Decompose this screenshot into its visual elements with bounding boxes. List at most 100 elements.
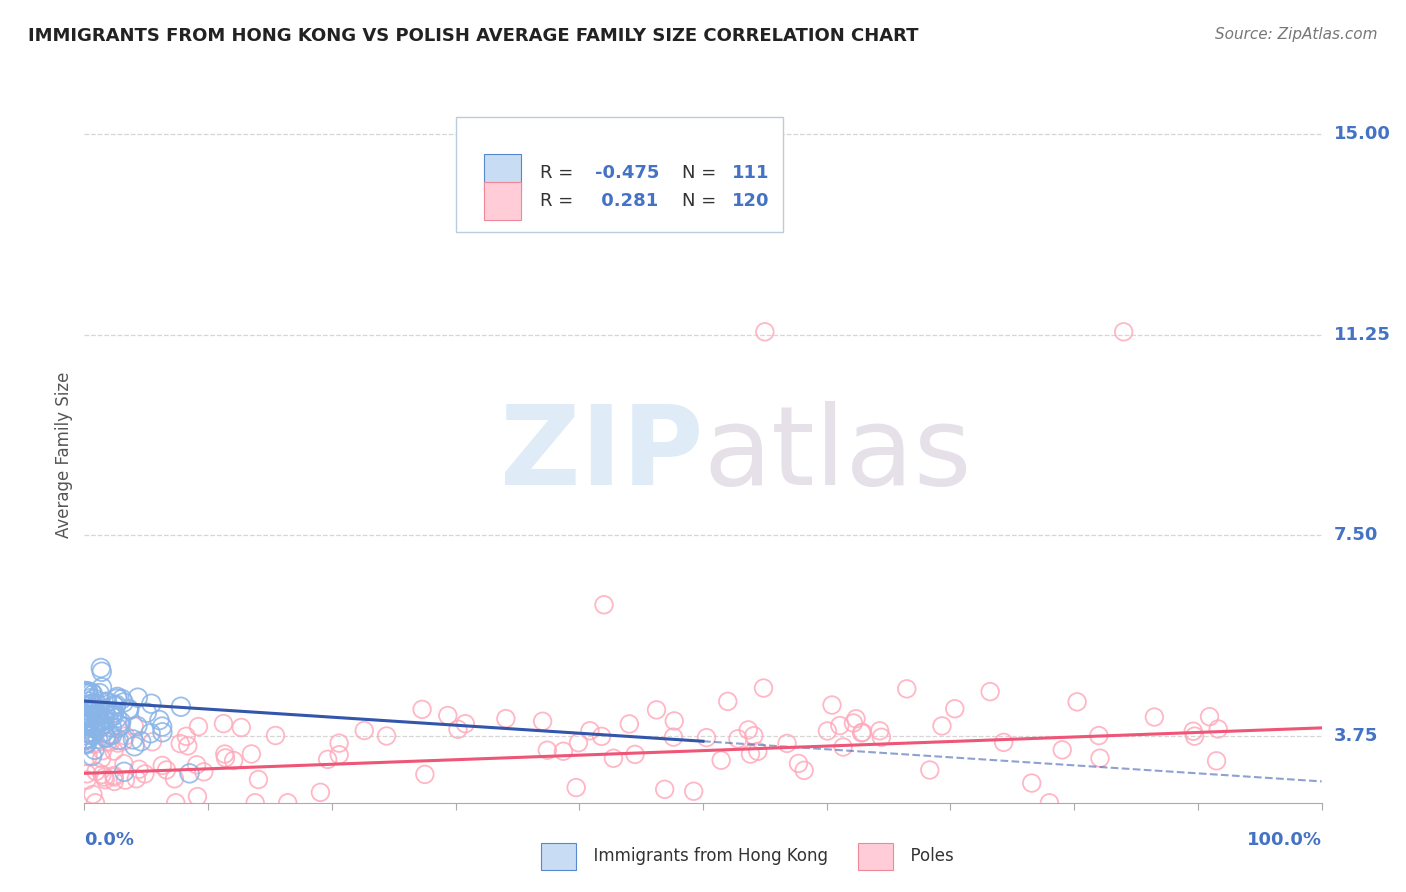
Point [128, 762, 150, 776]
Point [107, 733, 129, 747]
Point [150, 725, 173, 739]
Text: 7.50: 7.50 [1334, 526, 1378, 544]
Point [86, 710, 108, 724]
Point [624, 747, 647, 762]
Text: N =: N = [682, 192, 721, 210]
Point [87, 709, 110, 723]
Point [75, 684, 97, 698]
Point [79, 691, 101, 706]
Point [717, 694, 740, 708]
Point [845, 712, 868, 726]
Point [107, 721, 129, 735]
Point [413, 767, 436, 781]
Point [127, 719, 149, 733]
FancyBboxPatch shape [456, 118, 783, 232]
Point [112, 696, 135, 710]
Point [80, 749, 103, 764]
Point [1088, 751, 1111, 765]
Point [454, 716, 477, 731]
Point [75, 721, 97, 735]
Text: 111: 111 [731, 164, 769, 182]
Point [90, 661, 112, 675]
Point [73, 737, 96, 751]
Point [695, 731, 717, 745]
Point [75, 728, 97, 742]
Point [170, 699, 193, 714]
Point [565, 780, 588, 795]
Text: Immigrants from Hong Kong: Immigrants from Hong Kong [583, 847, 828, 865]
Point [918, 763, 941, 777]
Point [86, 707, 108, 722]
Point [155, 763, 177, 777]
Point [654, 782, 676, 797]
Point [100, 709, 122, 723]
Point [114, 773, 136, 788]
Point [150, 758, 173, 772]
Point [815, 723, 838, 738]
Point [553, 744, 575, 758]
Point [129, 734, 152, 748]
Point [593, 598, 616, 612]
Point [1182, 724, 1205, 739]
Point [979, 684, 1001, 698]
Point [135, 706, 157, 720]
Point [80, 685, 103, 699]
Point [148, 713, 170, 727]
Point [309, 785, 332, 799]
Point [103, 706, 125, 720]
Point [79, 704, 101, 718]
Point [94, 772, 117, 787]
Point [103, 709, 125, 723]
Point [82, 710, 104, 724]
Point [1184, 729, 1206, 743]
Point [231, 721, 253, 735]
Point [77, 685, 100, 699]
Point [94, 717, 117, 731]
Text: R =: R = [540, 164, 579, 182]
Point [591, 730, 613, 744]
Point [1198, 709, 1220, 723]
Point [222, 754, 245, 768]
Point [94, 731, 117, 745]
Point [104, 699, 127, 714]
Point [742, 729, 765, 743]
Point [82, 697, 104, 711]
Point [75, 717, 97, 731]
Point [1088, 729, 1111, 743]
Point [193, 764, 215, 779]
Point [91, 744, 114, 758]
Point [96, 695, 118, 709]
Point [93, 703, 115, 717]
Text: 15.00: 15.00 [1334, 125, 1391, 143]
Text: Source: ZipAtlas.com: Source: ZipAtlas.com [1215, 27, 1378, 42]
Point [91, 681, 114, 695]
Point [186, 757, 208, 772]
Point [82, 725, 104, 739]
Point [76, 731, 98, 746]
Point [80, 727, 103, 741]
Point [664, 714, 686, 728]
Point [165, 796, 187, 810]
Point [127, 690, 149, 705]
Point [76, 716, 98, 731]
Point [110, 714, 132, 729]
Point [110, 718, 132, 732]
Point [931, 719, 953, 733]
FancyBboxPatch shape [484, 182, 522, 220]
Point [79, 727, 101, 741]
Point [536, 743, 558, 757]
Point [75, 698, 97, 713]
Point [793, 764, 815, 778]
Point [682, 784, 704, 798]
Text: atlas: atlas [703, 401, 972, 508]
Point [77, 694, 100, 708]
Point [117, 702, 139, 716]
Point [93, 770, 115, 784]
Point [125, 772, 148, 786]
Point [103, 770, 125, 784]
Point [141, 735, 163, 749]
Text: 0.281: 0.281 [595, 192, 658, 210]
Point [82, 688, 104, 702]
Point [80, 697, 103, 711]
Point [77, 749, 100, 764]
